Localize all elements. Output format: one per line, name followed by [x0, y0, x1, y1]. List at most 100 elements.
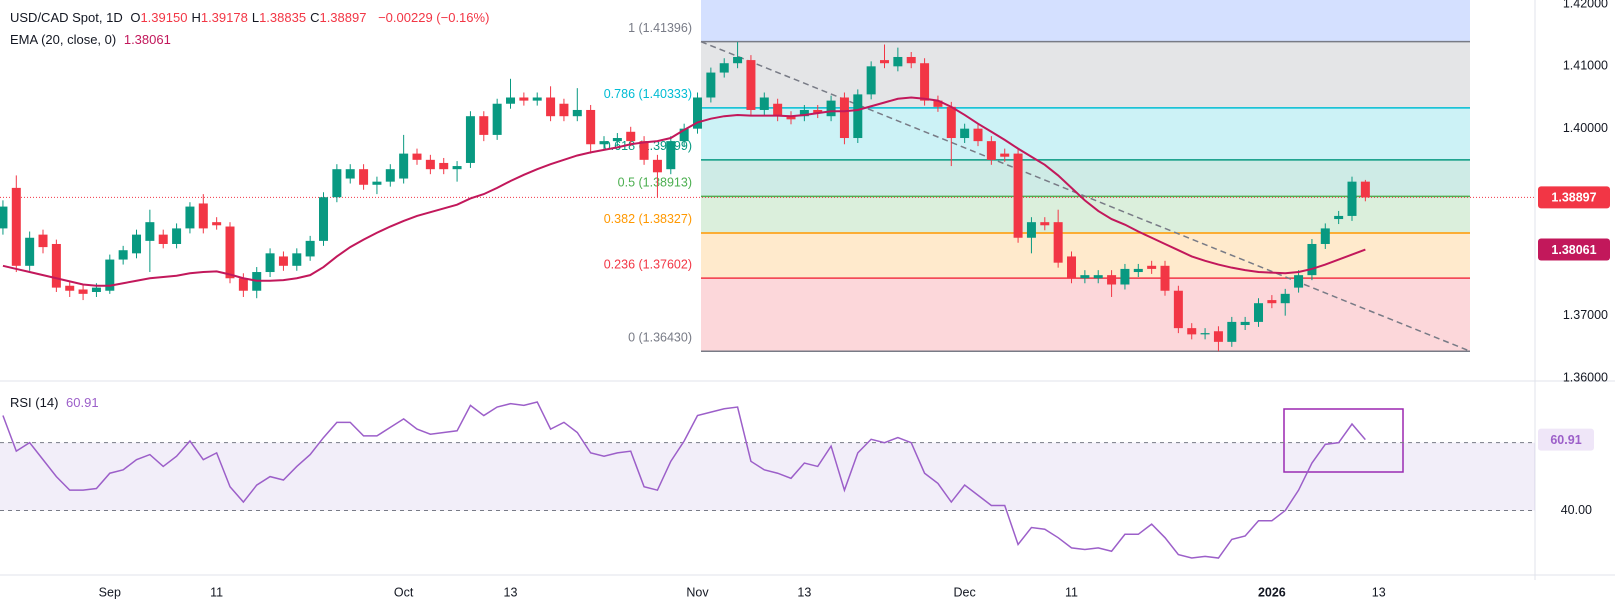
- candle-body: [332, 169, 342, 198]
- fib-label: 0.382 (1.38327): [604, 212, 692, 226]
- candle-body: [292, 253, 302, 266]
- candle-body: [893, 56, 903, 67]
- fib-label: 0.236 (1.37602): [604, 257, 692, 271]
- candle-body: [78, 289, 88, 294]
- candle-body: [145, 222, 155, 241]
- candle-body: [345, 169, 355, 179]
- candle-body: [786, 116, 796, 120]
- candle-body: [38, 234, 48, 248]
- candle-body: [172, 228, 182, 244]
- candle-body: [1240, 321, 1250, 326]
- candle-body: [612, 138, 622, 142]
- price-badge: [1538, 238, 1610, 261]
- candle-body: [759, 97, 769, 110]
- candle-body: [586, 109, 596, 145]
- candle-body: [51, 243, 61, 288]
- candle-body: [412, 153, 422, 160]
- candle-body: [946, 106, 956, 139]
- trend-line: [700, 40, 1471, 352]
- candle-body: [91, 287, 101, 292]
- ohlc-key: H: [191, 10, 201, 25]
- candle-body: [559, 103, 569, 117]
- x-tick-label: 11: [1065, 585, 1078, 599]
- candle-body: [1254, 303, 1264, 322]
- candle-body: [1173, 290, 1183, 329]
- candle-body: [305, 240, 315, 257]
- fib-label: 0.786 (1.40333): [604, 87, 692, 101]
- candle-body: [278, 256, 288, 266]
- candle-body: [960, 128, 970, 139]
- candle-body: [399, 153, 409, 179]
- candle-body: [933, 100, 943, 107]
- ohlc-key: C: [310, 10, 320, 25]
- candle-body: [1026, 222, 1036, 238]
- candle-body: [506, 97, 516, 104]
- candle-body: [839, 97, 849, 139]
- rsi-value: 60.91: [66, 395, 99, 410]
- ohlc-key: O: [130, 10, 141, 25]
- x-tick-label: Sep: [99, 585, 121, 599]
- candle-body: [439, 162, 449, 170]
- candle-body: [132, 234, 142, 254]
- symbol-title: USD/CAD Spot, 1D: [10, 10, 123, 25]
- candle-body: [572, 109, 582, 117]
- candle-body: [1347, 181, 1357, 216]
- rsi-legend: RSI (14) 60.91: [10, 395, 103, 410]
- candle-body: [1067, 256, 1077, 279]
- fib-zone: [701, 107, 1470, 160]
- candle-body: [225, 226, 235, 279]
- fib-label: 0 (1.36430): [628, 330, 692, 344]
- candle-body: [920, 63, 930, 101]
- candle-body: [385, 169, 395, 182]
- candle-body: [212, 222, 222, 226]
- candle-body: [813, 109, 823, 114]
- candle-body: [359, 169, 369, 185]
- candle-body: [1307, 243, 1317, 276]
- candle-body: [733, 56, 743, 64]
- candle-body: [492, 103, 502, 135]
- candle-body: [1294, 275, 1304, 288]
- ema-line: [2, 96, 1366, 287]
- candle-body: [1187, 328, 1197, 335]
- candle-body: [1133, 268, 1143, 273]
- candle-body: [118, 250, 128, 260]
- ohlc-values: O1.39150 H1.39178 L1.38835 C1.38897: [130, 10, 370, 25]
- ohlc-value: 1.39178: [200, 10, 248, 25]
- candle-body: [1040, 222, 1050, 226]
- ohlc-value: 1.39150: [140, 10, 188, 25]
- candle-body: [1120, 268, 1130, 285]
- candle-body: [1053, 222, 1063, 263]
- price-badge-label: 1.38897: [1551, 191, 1596, 205]
- candle-body: [11, 187, 21, 266]
- candle-body: [1147, 265, 1157, 269]
- x-tick-label: 13: [504, 585, 518, 599]
- candle-body: [679, 128, 689, 142]
- candle-body: [465, 116, 475, 163]
- ohlc-value: 1.38835: [259, 10, 307, 25]
- candle-body: [626, 131, 636, 142]
- ema-name: EMA (20, close, 0): [10, 32, 117, 47]
- rsi-line: [2, 401, 1366, 559]
- candle-body: [479, 116, 489, 135]
- y-tick-label: 1.40000: [1563, 121, 1608, 135]
- candle-body: [1360, 181, 1370, 198]
- candle-body: [65, 285, 75, 291]
- candle-body: [1107, 275, 1117, 285]
- candle-body: [986, 141, 996, 160]
- candle-body: [639, 141, 649, 160]
- price-badge: [1538, 428, 1594, 451]
- price-badge-label: 60.91: [1550, 433, 1581, 447]
- candle-body: [519, 97, 529, 101]
- candle-body: [1200, 333, 1210, 335]
- candle-body: [185, 206, 195, 229]
- candle-body: [973, 128, 983, 142]
- candle-body: [773, 103, 783, 117]
- y-tick-label: 1.42000: [1563, 0, 1608, 10]
- candle-body: [1267, 300, 1277, 304]
- candle-body: [265, 253, 275, 273]
- candle-body: [0, 206, 8, 229]
- candle-body: [666, 141, 676, 170]
- candle-body: [1280, 293, 1290, 304]
- fib-label: 0.5 (1.38913): [618, 176, 692, 190]
- candle-body: [1013, 153, 1023, 238]
